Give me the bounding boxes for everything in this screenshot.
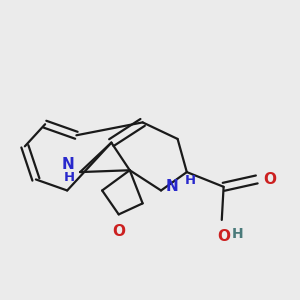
Text: N: N: [166, 179, 178, 194]
Text: N: N: [62, 157, 74, 172]
Text: O: O: [263, 172, 276, 187]
Text: O: O: [112, 224, 125, 238]
Text: H: H: [185, 174, 196, 188]
Text: H: H: [64, 171, 75, 184]
Text: H: H: [232, 226, 244, 241]
Text: O: O: [217, 229, 230, 244]
